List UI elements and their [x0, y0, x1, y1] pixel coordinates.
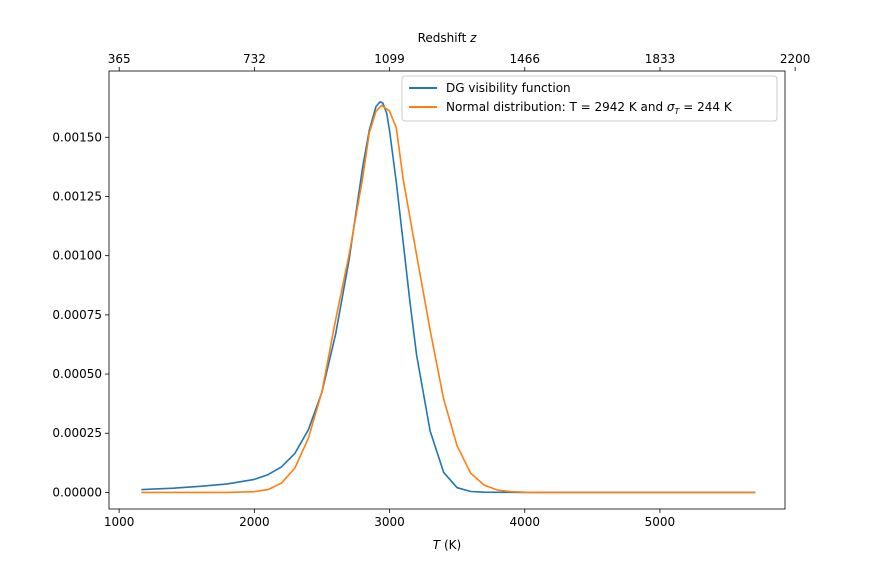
- x-tick-label: 1000: [104, 515, 135, 529]
- legend-label-dg: DG visibility function: [446, 81, 571, 95]
- x-tick-label: 4000: [509, 515, 540, 529]
- top-x-axis: 365 732 1099 1466 1833 2200: [108, 52, 811, 71]
- top-axis-title: Redshift z: [418, 31, 478, 45]
- top-x-tick-label: 2200: [780, 52, 811, 66]
- y-tick-label: 0.00125: [52, 189, 102, 203]
- x-tick-label: 2000: [239, 515, 270, 529]
- y-axis: 0.00000 0.00025 0.00050 0.00075 0.00100 0.001…: [52, 130, 109, 499]
- legend: DG visibility function Normal distributi…: [401, 75, 778, 122]
- legend-label-normal-prefix: Normal distribution: T = 2942 K and: [446, 100, 667, 114]
- plot-frame: [108, 70, 786, 510]
- x-tick-label: 5000: [645, 515, 676, 529]
- top-x-tick-label: 732: [243, 52, 266, 66]
- y-tick-label: 0.00050: [52, 367, 102, 381]
- bottom-x-axis: 1000 2000 3000 4000 5000: [104, 509, 675, 529]
- legend-label-normal-sigma: σ: [667, 100, 675, 114]
- top-axis-title-var: z: [469, 31, 477, 45]
- series-line-normal-distribution: [141, 104, 756, 494]
- y-tick-label: 0.00025: [52, 426, 102, 440]
- y-tick-label: 0.00150: [52, 130, 102, 144]
- top-x-tick-label: 1466: [510, 52, 541, 66]
- x-axis-title-unit: (K): [440, 538, 461, 552]
- top-x-tick-label: 365: [108, 52, 131, 66]
- y-tick-label: 0.00000: [52, 485, 102, 499]
- x-axis-title-var: T: [433, 538, 442, 552]
- y-tick-label: 0.00100: [52, 249, 102, 263]
- legend-label-normal-sub: T: [675, 107, 681, 116]
- x-axis-title: T (K): [433, 538, 461, 552]
- y-tick-label: 0.00075: [52, 308, 102, 322]
- top-axis-title-prefix: Redshift: [418, 31, 471, 45]
- x-tick-label: 3000: [374, 515, 405, 529]
- top-x-tick-label: 1099: [374, 52, 405, 66]
- legend-label-normal: Normal distribution: T = 2942 K and σT =…: [446, 100, 733, 116]
- legend-label-normal-suffix: = 244 K: [679, 100, 732, 114]
- series-layer: [141, 101, 756, 494]
- top-x-tick-label: 1833: [645, 52, 676, 66]
- legend-box: [401, 75, 778, 122]
- series-line-dg-visibility: [141, 101, 756, 494]
